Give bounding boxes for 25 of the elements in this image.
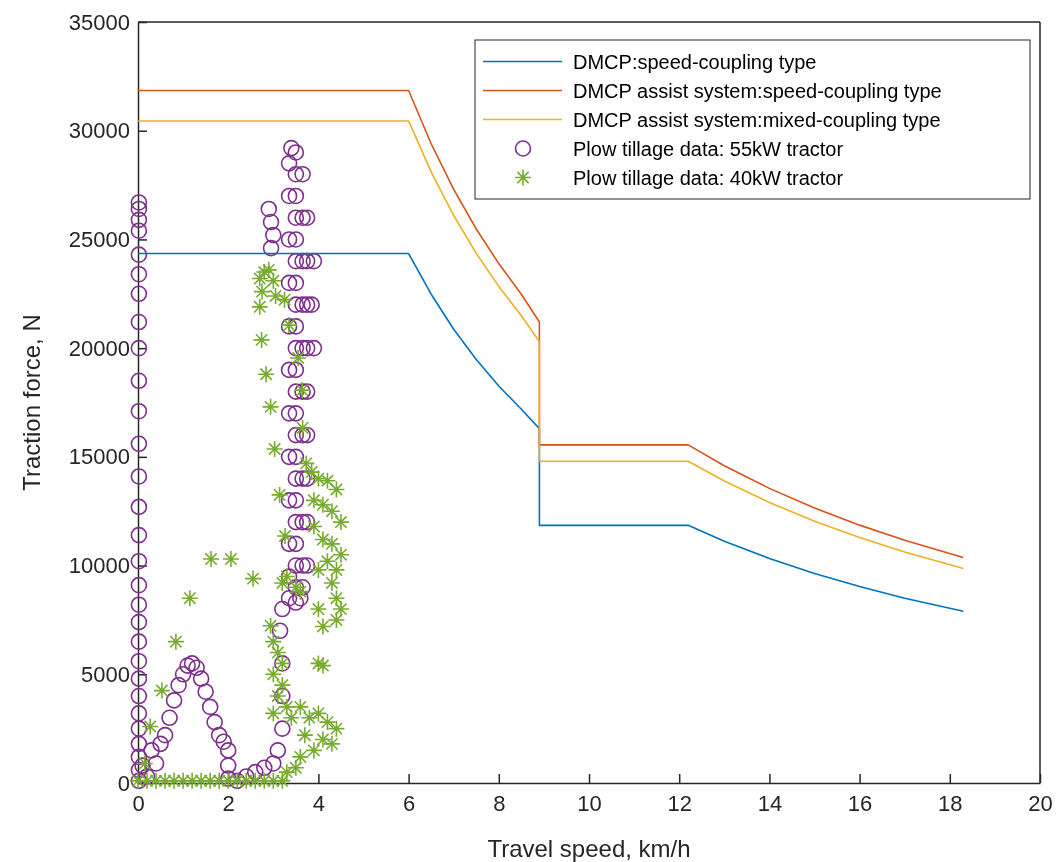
legend-label: Plow tillage data: 40kW tractor — [573, 166, 844, 189]
x-tick-label: 2 — [222, 790, 235, 816]
legend-label: Plow tillage data: 55kW tractor — [573, 137, 844, 160]
y-tick-label: 20000 — [68, 335, 130, 361]
x-tick-label: 20 — [1028, 790, 1053, 816]
y-tick-label: 25000 — [68, 226, 130, 252]
x-tick-label: 12 — [667, 790, 692, 816]
x-tick-label: 6 — [402, 790, 416, 816]
y-tick-label: 15000 — [68, 444, 130, 470]
x-tick-label: 10 — [577, 790, 602, 816]
y-tick-label: 5000 — [81, 661, 130, 687]
x-axis-title: Travel speed, km/h — [487, 835, 691, 862]
y-tick-label: 0 — [117, 770, 130, 796]
y-tick-label: 30000 — [68, 118, 130, 144]
y-tick-label: 10000 — [68, 553, 130, 579]
y-axis-title: Traction force, N — [18, 314, 45, 491]
legend-label: DMCP:speed-coupling type — [573, 50, 817, 73]
y-tick-label: 35000 — [68, 9, 130, 35]
x-tick-label: 18 — [938, 790, 963, 816]
x-tick-label: 16 — [847, 790, 873, 816]
x-tick-label: 14 — [757, 790, 783, 816]
legend-label: DMCP assist system:speed-coupling type — [573, 79, 942, 102]
x-tick-label: 8 — [493, 790, 506, 816]
legend-label: DMCP assist system:mixed-coupling type — [573, 108, 941, 131]
x-tick-label: 4 — [312, 790, 326, 816]
